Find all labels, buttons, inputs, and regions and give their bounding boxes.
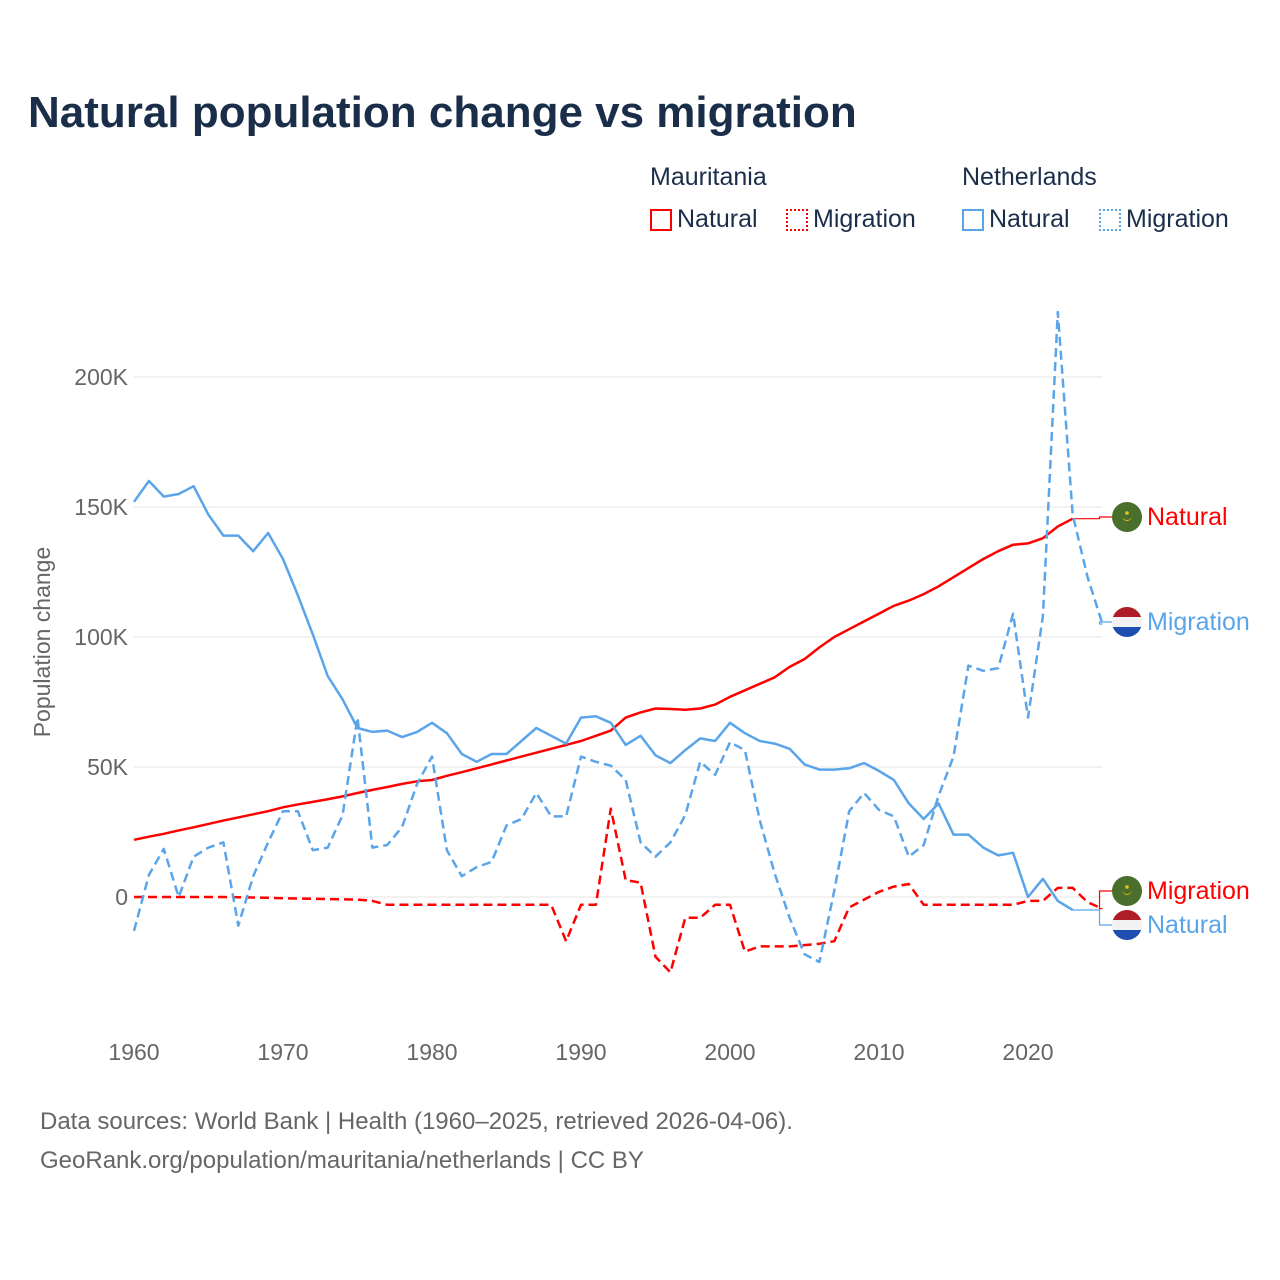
legend-label: Natural (989, 205, 1070, 233)
end-label-connector (1072, 516, 1112, 520)
end-label-connector (1098, 890, 1112, 910)
crescent-icon (1122, 516, 1132, 521)
mauritania-flag-icon (1112, 502, 1142, 532)
flag-blue-band (1112, 627, 1142, 637)
series-line-netherlands-natural (132, 479, 1074, 912)
flag-field (1112, 876, 1142, 906)
legend-label: Migration (1126, 205, 1229, 233)
flag-red-band (1112, 910, 1142, 920)
x-tick-label: 1990 (555, 1039, 606, 1065)
legend-swatch-dotted-red (786, 208, 808, 231)
series-line-mauritania-natural (133, 517, 1074, 842)
flag-white-band (1112, 920, 1142, 930)
crescent-icon (1122, 890, 1132, 895)
end-label-connector (1098, 621, 1112, 625)
legend-item-mauritania-natural[interactable]: Natural (650, 205, 758, 234)
source-note: Data sources: World Bank | Health (1960–… (40, 1108, 793, 1135)
legend-item-mauritania-migration[interactable]: Migration (786, 205, 916, 234)
legend-swatch-solid-red (650, 208, 672, 231)
flag-red-band (1112, 607, 1142, 617)
legend-swatch-dotted-blue (1099, 208, 1121, 231)
series-line-mauritania-migration (134, 807, 1103, 974)
legend-item-netherlands-natural[interactable]: Natural (962, 205, 1070, 234)
legend-swatch-solid-blue (962, 208, 984, 231)
netherlands-flag-icon (1112, 910, 1142, 940)
chart-title: Natural population change vs migration (28, 88, 857, 137)
source-url[interactable]: GeoRank.org/population/mauritania/nether… (40, 1147, 644, 1174)
flag-blue-band (1112, 930, 1142, 940)
netherlands-flag-icon (1112, 607, 1142, 637)
legend-label: Natural (677, 205, 758, 233)
end-label-connector (1072, 909, 1112, 926)
star-icon (1125, 511, 1129, 515)
legend-item-netherlands-migration[interactable]: Migration (1099, 205, 1229, 234)
x-tick-label: 2010 (853, 1039, 904, 1065)
y-tick-label: 50K (87, 754, 129, 780)
x-tick-label: 1980 (406, 1039, 457, 1065)
x-tick-label: 1960 (108, 1039, 159, 1065)
x-tick-label: 1970 (257, 1039, 308, 1065)
legend-group-netherlands: Netherlands (962, 163, 1097, 191)
series-end-label: Natural (1147, 503, 1228, 531)
flag-field (1112, 502, 1142, 532)
legend-label: Migration (813, 205, 916, 233)
series-end-label: Migration (1147, 608, 1250, 636)
legend-group-mauritania: Mauritania (650, 163, 767, 191)
flag-white-band (1112, 617, 1142, 627)
series-end-label: Migration (1147, 877, 1250, 905)
y-tick-label: 150K (74, 494, 128, 520)
x-tick-label: 2000 (704, 1039, 755, 1065)
y-tick-label: 100K (74, 624, 128, 650)
series-line-netherlands-migration (132, 310, 1104, 964)
x-tick-label: 2020 (1002, 1039, 1053, 1065)
y-axis-label: Population change (29, 547, 55, 738)
series-end-label: Natural (1147, 911, 1228, 939)
y-tick-label: 200K (74, 364, 128, 390)
mauritania-flag-icon (1112, 876, 1142, 906)
y-tick-label: 0 (115, 884, 128, 910)
star-icon (1125, 885, 1129, 889)
